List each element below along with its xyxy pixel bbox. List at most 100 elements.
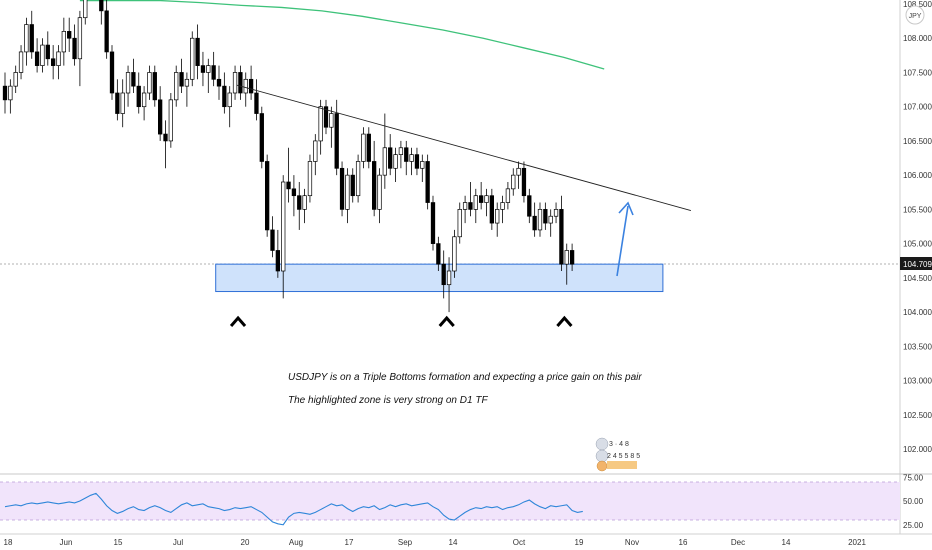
- rsi-band: [0, 482, 900, 520]
- candle-body: [559, 209, 564, 265]
- candle-body: [516, 167, 521, 176]
- candle: [275, 229, 280, 278]
- candle-body: [174, 72, 179, 101]
- time-tick-label: 18: [4, 538, 13, 547]
- candle-body: [313, 140, 318, 162]
- triple-bottom-markers: [229, 315, 573, 327]
- candle: [302, 188, 307, 224]
- candle-body: [355, 161, 361, 197]
- candle-body: [479, 195, 484, 203]
- candle: [254, 79, 259, 121]
- candle-body: [8, 85, 13, 101]
- candle: [34, 38, 40, 73]
- candle: [40, 38, 45, 73]
- candle-body: [318, 106, 323, 142]
- candle-body: [243, 78, 248, 94]
- candle: [393, 147, 398, 182]
- candle-body: [452, 236, 457, 272]
- candle: [553, 202, 559, 224]
- candle: [109, 45, 115, 100]
- candle-body: [275, 250, 280, 272]
- candle: [222, 72, 227, 114]
- candle-body: [190, 37, 195, 80]
- candle-body: [462, 202, 468, 210]
- candle: [511, 168, 516, 196]
- rsi-line-layer: [4, 492, 583, 526]
- candle-body: [56, 51, 61, 66]
- candle: [115, 79, 120, 121]
- time-tick-label: Jul: [173, 538, 183, 547]
- candle: [265, 154, 270, 237]
- rsi-tick-label: 75.00: [903, 473, 924, 482]
- moving-average-line: [79, 0, 605, 70]
- candle-body: [323, 106, 329, 128]
- price-tick-label: 103.000: [903, 377, 932, 386]
- candle: [457, 202, 462, 244]
- candle: [339, 161, 345, 217]
- rsi-tick-label: 50.00: [903, 497, 924, 506]
- time-tick-label: 20: [241, 538, 250, 547]
- candle-body: [179, 72, 184, 87]
- candle-body: [40, 44, 45, 66]
- candle-body: [548, 215, 553, 224]
- candle: [355, 154, 361, 203]
- time-axis[interactable]: 18 Jun 15 Jul 20 Aug 17 Sep 14 Oct 19 Nov 16 Dec 14 202…: [0, 533, 932, 547]
- candle: [67, 17, 72, 52]
- candle: [350, 168, 355, 203]
- candle: [479, 182, 484, 210]
- candle: [548, 209, 553, 237]
- candle: [361, 127, 366, 169]
- time-tick-label: Jun: [60, 538, 73, 547]
- bottom-marker: [556, 315, 573, 327]
- candle-body: [409, 154, 414, 162]
- time-axis-labels: 18 Jun 15 Jul 20 Aug 17 Sep 14 Oct 19 Nov 16 Dec 14 202…: [4, 538, 867, 547]
- candle: [329, 106, 334, 148]
- candle-body: [50, 58, 56, 66]
- candle: [366, 127, 371, 169]
- candle-body: [18, 51, 24, 73]
- rsi-pane[interactable]: 75.00 50.00 25.00: [0, 473, 932, 530]
- candle: [500, 195, 505, 224]
- candle: [179, 58, 184, 93]
- price-axis[interactable]: 108.500 108.000 107.500 107.000 106.500 106.0…: [899, 0, 932, 534]
- candle-body: [393, 154, 398, 169]
- candle: [307, 154, 313, 203]
- candle-body: [45, 44, 50, 60]
- time-tick-label: 19: [575, 538, 584, 547]
- candle-body: [184, 78, 190, 87]
- candle: [174, 65, 179, 107]
- candle: [388, 134, 393, 176]
- candle: [446, 257, 452, 313]
- price-tick-label: 108.000: [903, 34, 932, 43]
- projection-arrow: [616, 201, 634, 277]
- currency-badge[interactable]: [905, 5, 925, 25]
- candle-body: [265, 161, 270, 231]
- candle: [318, 99, 323, 155]
- candle-body: [553, 209, 559, 217]
- candle-body: [238, 72, 243, 94]
- candle-body: [484, 195, 489, 203]
- candle-body: [446, 270, 452, 286]
- candle: [45, 31, 50, 66]
- candle: [516, 161, 521, 189]
- price-tick-label: 105.000: [903, 240, 932, 249]
- candle: [430, 195, 436, 251]
- price-pane[interactable]: USDJPY is on a Triple Bottoms formation …: [0, 0, 900, 474]
- candle-body: [291, 188, 297, 197]
- candle: [564, 243, 569, 285]
- candle-body: [543, 209, 548, 224]
- candle-body: [345, 174, 350, 210]
- candle-body: [569, 250, 575, 265]
- candle-body: [2, 85, 8, 101]
- time-tick-label: Dec: [731, 538, 745, 547]
- candle-body: [152, 72, 157, 101]
- candle-body: [200, 65, 206, 73]
- watermark-digits-1: 3 · 4 8: [609, 441, 629, 448]
- candle-body: [457, 209, 462, 238]
- time-tick-label: Sep: [398, 538, 413, 547]
- rsi-tick-label: 25.00: [903, 521, 924, 530]
- candle-body: [254, 92, 259, 114]
- time-tick-label: 16: [679, 538, 688, 547]
- candle: [281, 175, 286, 299]
